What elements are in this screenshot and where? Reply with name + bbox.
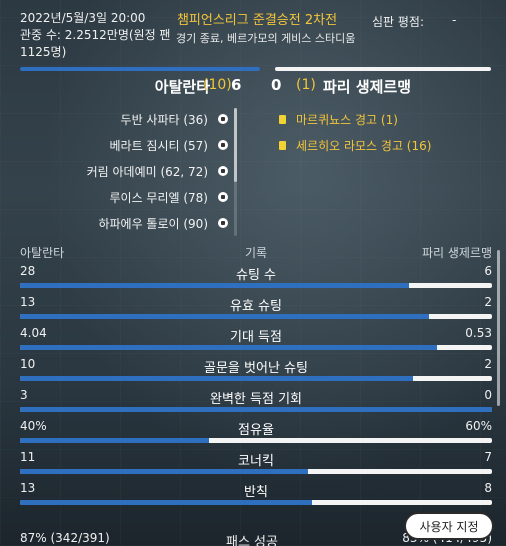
stats-scrollbar[interactable]	[497, 250, 500, 406]
event-text: 커림 아데예미 (62, 72)	[86, 164, 208, 179]
stat-label: 점유율	[238, 423, 274, 438]
stat-away-value: 0.53	[465, 326, 492, 340]
ball-icon	[218, 166, 228, 176]
stat-label: 반칙	[244, 485, 268, 500]
stat-home-value: 40%	[20, 419, 47, 433]
ball-icon	[218, 140, 228, 150]
list-item[interactable]: 하파에우 톨로이 (90)	[40, 210, 240, 236]
stat-home-value: 28	[20, 264, 36, 278]
stat-bar	[20, 438, 492, 443]
stat-bar-home-fill	[20, 500, 313, 505]
table-row: 10 골문을 벗어난 슈팅 2	[20, 357, 492, 388]
ball-icon	[218, 192, 228, 202]
stat-bar-home-fill	[20, 469, 309, 474]
table-row: 40% 점유율 60%	[20, 419, 492, 450]
stat-home-value: 4.04	[20, 326, 47, 340]
referee-rating-label: 심판 평점:	[372, 15, 425, 29]
attendance-away: 1125명)	[20, 45, 67, 59]
stat-bar	[20, 283, 492, 288]
yellow-card-icon	[279, 140, 286, 150]
stat-bar-home-fill	[20, 376, 414, 381]
home-penalty-score: (10)	[203, 77, 232, 93]
stat-bar	[20, 469, 492, 474]
venue: 경기 종료, 베르가모의 게비스 스타디움	[176, 32, 356, 45]
stat-label: 슈팅 수	[235, 268, 276, 283]
stats-title: 기록	[244, 246, 268, 260]
stats-header: 아탈란타 기록 파리 생제르맹	[20, 244, 492, 260]
stat-home-value: 10	[20, 357, 36, 371]
stat-label: 완벽한 득점 기회	[210, 392, 302, 407]
list-item[interactable]: 베라트 짐시티 (57)	[40, 132, 240, 158]
stat-bar	[20, 376, 492, 381]
event-text: 베라트 짐시티 (57)	[109, 138, 208, 153]
stat-bar-home-fill	[20, 314, 430, 319]
ball-icon	[218, 218, 228, 228]
stat-away-value: 6	[484, 264, 492, 278]
stat-label: 패스 성공	[226, 535, 278, 546]
list-item[interactable]: 루이스 무리엘 (78)	[40, 184, 240, 210]
stat-label: 코너킥	[238, 454, 274, 469]
stat-away-value: 60%	[465, 419, 492, 433]
away-events-list: 마르퀴뇨스 경고 (1) 세르히오 라모스 경고 (16)	[279, 106, 431, 158]
table-row: 28 슈팅 수 6	[20, 264, 492, 295]
ball-icon	[218, 114, 228, 124]
list-item[interactable]: 세르히오 라모스 경고 (16)	[279, 132, 431, 158]
stats-away-team: 파리 생제르맹	[421, 246, 492, 260]
stat-away-value: 8	[484, 481, 492, 495]
list-item[interactable]: 마르퀴뇨스 경고 (1)	[279, 106, 431, 132]
stat-home-value: 11	[20, 450, 36, 464]
event-text: 하파에우 톨로이 (90)	[98, 216, 208, 231]
stat-bar-home-fill	[20, 345, 438, 350]
events-scrollbar-thumb[interactable]	[234, 108, 237, 182]
competition-name: 챔피언스리그 준결승전 2차전	[176, 13, 338, 28]
list-item[interactable]: 두반 사파타 (36)	[40, 106, 240, 132]
home-team-name[interactable]: 아탈란타	[154, 78, 210, 96]
away-penalty-score: (1)	[296, 77, 316, 93]
competition-info: 챔피언스리그 준결승전 2차전 경기 종료, 베르가모의 게비스 스타디움	[176, 12, 356, 48]
table-row: 4.04 기대 득점 0.53	[20, 326, 492, 357]
event-text: 마르퀴뇨스 경고 (1)	[296, 112, 398, 127]
stat-label: 유효 슈팅	[230, 299, 282, 314]
stat-label: 기대 득점	[230, 330, 282, 345]
stat-home-value: 13	[20, 295, 36, 309]
table-row: 13 반칙 8	[20, 481, 492, 512]
table-row: 13 유효 슈팅 2	[20, 295, 492, 326]
home-score: 6	[231, 76, 242, 94]
event-text: 루이스 무리엘 (78)	[109, 190, 208, 205]
away-color-strip	[275, 67, 491, 71]
match-info: 2022년/5월/3일 20:00 관중 수: 2.2512만명(원정 팬 11…	[20, 10, 170, 61]
stat-away-value: 0	[484, 388, 492, 402]
table-row: 11 코너킥 7	[20, 450, 492, 481]
stat-home-value: 13	[20, 481, 36, 495]
customize-button[interactable]: 사용자 지정	[404, 512, 494, 540]
away-score: 0	[271, 76, 282, 94]
event-text: 세르히오 라모스 경고 (16)	[296, 138, 432, 153]
stat-bar	[20, 345, 492, 350]
attendance: 관중 수: 2.2512만명(원정 팬	[20, 28, 171, 42]
stat-bar	[20, 407, 492, 412]
referee-rating-value: -	[452, 13, 457, 27]
yellow-card-icon	[279, 114, 286, 124]
away-team-name[interactable]: 파리 생제르맹	[323, 78, 412, 96]
home-events-list: 두반 사파타 (36) 베라트 짐시티 (57) 커림 아데예미 (62, 72…	[40, 106, 240, 236]
stat-away-value: 2	[484, 357, 492, 371]
stat-label: 골문을 벗어난 슈팅	[204, 361, 308, 376]
stat-home-value: 3	[20, 388, 28, 402]
stat-home-value: 87% (342/391)	[20, 531, 110, 545]
stat-bar-home-fill	[20, 283, 409, 288]
event-text: 두반 사파타 (36)	[120, 112, 208, 127]
home-color-strip	[20, 67, 260, 71]
stat-bar	[20, 500, 492, 505]
stat-away-value: 7	[484, 450, 492, 464]
match-date: 2022년/5월/3일 20:00	[20, 11, 146, 25]
stat-away-value: 2	[484, 295, 492, 309]
stat-bar-home-fill	[20, 438, 209, 443]
stat-bar-home-fill	[20, 407, 492, 412]
table-row: 3 완벽한 득점 기회 0	[20, 388, 492, 419]
stats-home-team: 아탈란타	[20, 246, 65, 260]
stat-bar	[20, 314, 492, 319]
list-item[interactable]: 커림 아데예미 (62, 72)	[40, 158, 240, 184]
